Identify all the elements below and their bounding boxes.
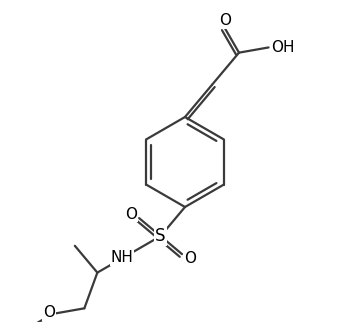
Text: O: O — [43, 305, 55, 320]
Text: NH: NH — [111, 250, 134, 265]
Text: O: O — [184, 251, 196, 266]
Text: OH: OH — [271, 40, 294, 55]
Text: O: O — [219, 13, 231, 28]
Text: O: O — [125, 207, 137, 222]
Text: S: S — [155, 227, 166, 245]
